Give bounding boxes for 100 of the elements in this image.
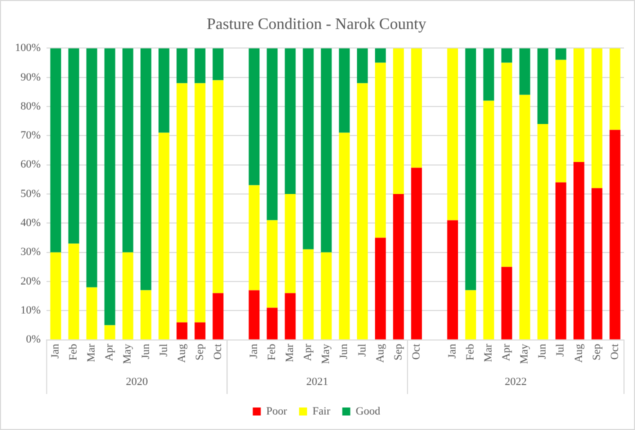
bar (519, 94, 530, 340)
y-tick-label: 70% (20, 130, 41, 142)
bar (501, 62, 512, 267)
bar (212, 48, 224, 80)
bar (519, 48, 530, 95)
bar (483, 48, 494, 101)
bar (176, 83, 188, 322)
legend-label: Poor (266, 405, 288, 418)
x-tick-label: Jun (140, 343, 152, 360)
bar (592, 188, 602, 340)
x-tick-label: Jan (248, 343, 260, 359)
bar (122, 48, 134, 252)
bar (302, 249, 314, 340)
x-tick-label: Mar (86, 344, 98, 362)
bar (411, 168, 422, 340)
y-tick-label: 90% (20, 71, 41, 84)
bar (501, 48, 512, 63)
bar (537, 124, 548, 340)
x-tick-label: Apr (302, 344, 314, 361)
bar (465, 290, 476, 340)
bar (610, 130, 620, 340)
bar (465, 48, 476, 290)
bar (158, 48, 170, 133)
bar (140, 48, 152, 290)
x-tick-label: Sep (194, 343, 206, 360)
x-tick-label: Oct (410, 344, 422, 360)
chart-title: Pasture Condition - Narok County (206, 16, 426, 33)
bar (555, 48, 566, 60)
x-tick-label: Jul (554, 344, 567, 357)
bar (320, 252, 332, 340)
y-tick-label: 20% (20, 275, 41, 288)
x-tick-label: Aug (374, 343, 386, 363)
bar (592, 48, 602, 188)
bar (50, 48, 62, 252)
y-tick-label: 40% (20, 217, 41, 230)
bar (68, 48, 80, 244)
bar (356, 48, 368, 84)
bar (302, 48, 314, 250)
bar (610, 48, 620, 130)
bar (537, 48, 548, 124)
bar (411, 48, 422, 168)
bar (176, 322, 188, 340)
bar (86, 48, 98, 288)
x-tick-label: Feb (68, 343, 80, 360)
bar (375, 62, 386, 238)
bar (555, 182, 566, 340)
bar (393, 194, 404, 340)
bar (248, 290, 260, 340)
bar (86, 287, 98, 340)
x-tick-label: May (320, 343, 332, 364)
y-tick-label: 10% (20, 304, 41, 317)
bar (356, 83, 368, 340)
bar (501, 266, 512, 340)
bar (338, 132, 350, 340)
bar (140, 290, 152, 340)
x-tick-label: Jun (338, 343, 350, 360)
legend-label: Good (356, 405, 381, 418)
x-tick-label: Aug (572, 343, 585, 363)
x-tick-label: May (122, 343, 134, 364)
bar (176, 48, 188, 84)
x-tick-label: May (518, 343, 531, 364)
bar (393, 48, 404, 194)
bar (320, 48, 332, 252)
x-tick-label: Jun (536, 343, 549, 360)
bar (68, 244, 80, 340)
bar (194, 83, 206, 322)
bar (248, 48, 260, 186)
x-tick-label: Mar (482, 344, 495, 362)
x-tick-label: Aug (176, 343, 188, 363)
bar (483, 100, 494, 340)
bar (447, 48, 458, 220)
x-tick-label: Sep (392, 343, 404, 360)
x-tick-label: Feb (464, 343, 477, 360)
bar (338, 48, 350, 133)
bar (573, 48, 584, 162)
x-tick-label: Sep (590, 343, 603, 360)
x-tick-label: Jan (446, 343, 458, 359)
bar (248, 185, 260, 290)
bar (284, 293, 296, 340)
bar (284, 48, 296, 194)
bar (50, 252, 62, 340)
bar (375, 48, 386, 63)
x-tick-label: Jul (356, 344, 368, 357)
y-tick-label: 30% (20, 246, 41, 258)
text: 2020 (126, 376, 148, 388)
x-tick-label: Jan (50, 343, 62, 359)
y-tick-label: 80% (20, 100, 41, 112)
bar (266, 48, 278, 220)
y-tick-label: 0% (26, 334, 41, 346)
bar (212, 80, 224, 294)
bar (266, 308, 278, 340)
x-tick-label: Apr (500, 344, 513, 361)
bar (266, 220, 278, 308)
bar (555, 60, 566, 182)
legend-label: Fair (312, 405, 331, 418)
bar (122, 252, 134, 340)
x-tick-label: Oct (608, 344, 621, 360)
bar (284, 194, 296, 294)
x-tick-label: Jul (158, 344, 170, 357)
bar (447, 220, 458, 340)
